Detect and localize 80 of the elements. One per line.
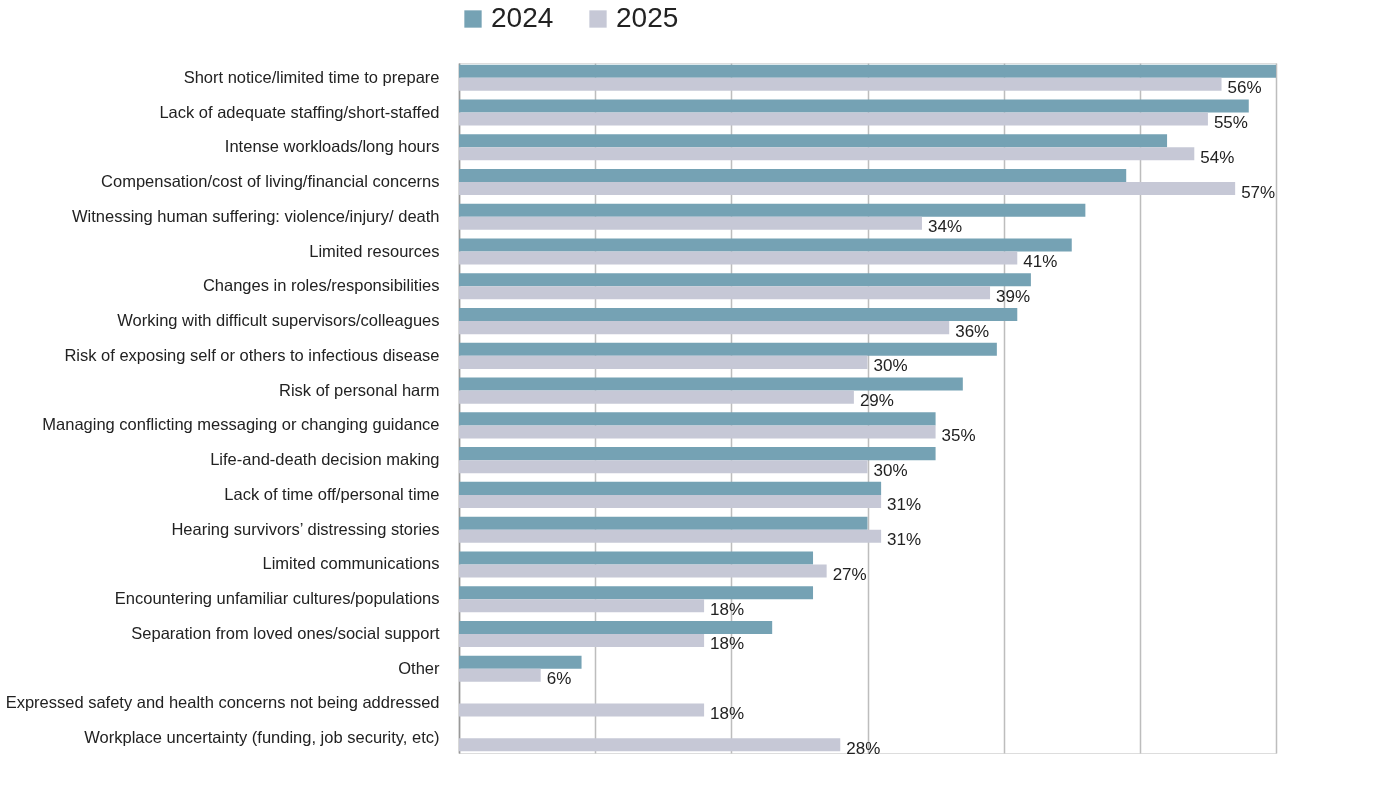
bar <box>459 182 1236 196</box>
bar <box>459 620 773 634</box>
data-label: 28% <box>846 738 881 758</box>
bar <box>459 355 868 369</box>
data-label: 36% <box>955 321 990 341</box>
y-tick-label: Workplace uncertainty (funding, job security, etc) <box>84 728 440 747</box>
bar <box>459 529 882 543</box>
y-tick-label: Lack of time off/personal time <box>224 484 440 503</box>
legend-label: 2024 <box>491 2 554 33</box>
data-label: 57% <box>1241 182 1276 202</box>
data-label: 34% <box>927 217 962 237</box>
data-label: 31% <box>887 495 922 515</box>
y-tick-label: Expressed safety and health concerns not being addressed <box>5 693 440 712</box>
y-tick-label: Intense workloads/long hours <box>224 137 440 156</box>
bar <box>459 169 1127 183</box>
data-label: 55% <box>1213 113 1248 133</box>
bar <box>459 342 997 356</box>
y-tick-label: Changes in roles/responsibilities <box>202 276 440 295</box>
bar <box>459 321 950 335</box>
y-tick-label: Witnessing human suffering: violence/injury/ death <box>72 206 440 225</box>
data-label: 35% <box>941 425 976 445</box>
y-tick-label: Risk of exposing self or others to infectious disease <box>64 345 440 364</box>
bar <box>459 564 827 578</box>
bar <box>459 203 1086 217</box>
bar <box>459 551 814 565</box>
data-label: 18% <box>710 703 745 723</box>
bar <box>459 481 882 495</box>
bar <box>459 273 1031 287</box>
bar <box>459 655 582 669</box>
bar <box>459 64 1276 78</box>
bar <box>459 216 922 230</box>
bar <box>459 77 1222 91</box>
bar <box>459 238 1072 252</box>
y-tick-label: Risk of personal harm <box>279 380 440 399</box>
y-tick-label: Other <box>398 658 440 677</box>
data-label: 6% <box>546 669 572 689</box>
bar <box>459 134 1168 148</box>
bar <box>459 599 705 613</box>
bar <box>459 377 963 391</box>
data-label: 30% <box>873 356 908 376</box>
bar <box>459 516 868 530</box>
y-tick-label: Hearing survivors’ distressing stories <box>171 519 440 538</box>
bar <box>459 99 1249 113</box>
bar <box>459 412 936 426</box>
bar <box>459 586 814 600</box>
data-label: 29% <box>859 391 894 411</box>
y-tick-label: Separation from loved ones/social support <box>131 623 440 642</box>
bar <box>459 460 868 474</box>
bar <box>459 494 882 508</box>
bar <box>459 633 705 647</box>
y-tick-label: Managing conflicting messaging or changing guidance <box>42 415 440 434</box>
legend-label: 2025 <box>616 2 679 33</box>
bar <box>459 112 1208 126</box>
data-label: 31% <box>887 530 922 550</box>
y-tick-label: Limited communications <box>262 554 440 573</box>
y-tick-label: Encountering unfamiliar cultures/populations <box>114 589 440 608</box>
bar <box>459 668 541 682</box>
bar <box>459 447 936 461</box>
y-tick-label: Compensation/cost of living/financial concerns <box>101 172 440 191</box>
bar <box>459 738 841 752</box>
y-tick-label: Lack of adequate staffing/short-staffed <box>159 102 440 121</box>
data-label: 54% <box>1200 147 1235 167</box>
bar <box>459 251 1018 265</box>
y-tick-label: Working with difficult supervisors/colleagues <box>117 311 440 330</box>
data-label: 41% <box>1023 252 1058 272</box>
data-label: 18% <box>710 599 745 619</box>
bar <box>459 286 991 300</box>
y-tick-label: Limited resources <box>309 241 440 260</box>
data-label: 18% <box>710 634 745 654</box>
y-tick-label: Life-and-death decision making <box>210 450 440 469</box>
data-label: 30% <box>873 460 908 480</box>
bar <box>459 390 854 404</box>
data-label: 56% <box>1227 78 1262 98</box>
bar <box>459 425 936 439</box>
data-label: 27% <box>832 564 867 584</box>
bar <box>459 147 1195 161</box>
bar <box>459 703 705 717</box>
bar <box>459 308 1018 322</box>
y-tick-label: Short notice/limited time to prepare <box>183 67 440 86</box>
data-label: 39% <box>996 286 1031 306</box>
